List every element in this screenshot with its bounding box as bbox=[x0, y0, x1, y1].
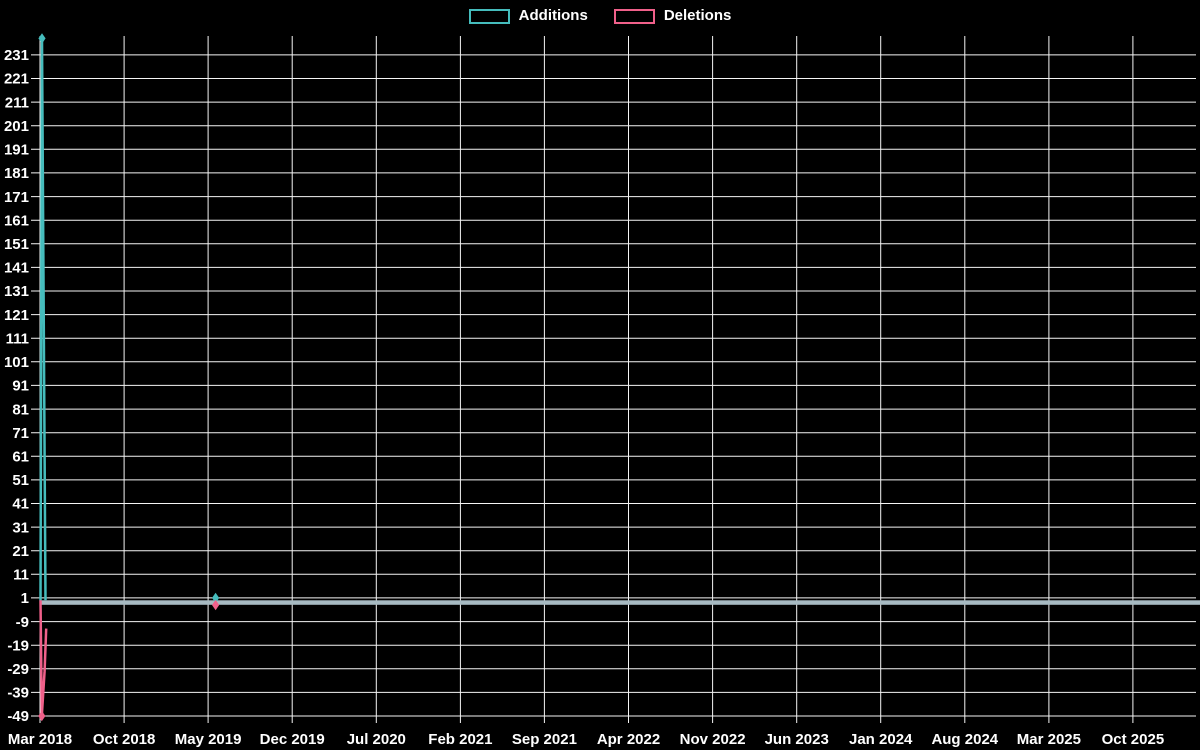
legend-label-additions: Additions bbox=[518, 7, 588, 24]
chart-legend: Additions Deletions bbox=[0, 8, 1200, 24]
data-point-marker-additions[interactable] bbox=[38, 33, 46, 44]
y-tick-label: 141 bbox=[4, 260, 29, 277]
y-tick-label: -9 bbox=[16, 614, 29, 631]
y-tick-label: 31 bbox=[12, 519, 29, 536]
x-tick-label: Dec 2019 bbox=[260, 731, 325, 748]
legend-item-deletions[interactable]: Deletions bbox=[613, 7, 732, 24]
additions-swatch-icon bbox=[468, 8, 510, 24]
x-tick-label: Nov 2022 bbox=[680, 731, 746, 748]
x-tick-label: Jan 2024 bbox=[849, 731, 913, 748]
y-tick-label: 191 bbox=[4, 142, 29, 159]
x-tick-label: Sep 2021 bbox=[512, 731, 577, 748]
x-tick-label: Feb 2021 bbox=[428, 731, 492, 748]
y-tick-label: 101 bbox=[4, 354, 29, 371]
data-point-marker-deletions[interactable] bbox=[38, 710, 46, 722]
x-tick-label: Jul 2020 bbox=[347, 731, 406, 748]
y-tick-label: 81 bbox=[12, 401, 29, 418]
y-tick-label: -39 bbox=[7, 685, 29, 702]
x-tick-label: Jun 2023 bbox=[765, 731, 829, 748]
x-tick-label: Mar 2018 bbox=[8, 731, 72, 748]
y-tick-label: 11 bbox=[13, 567, 29, 584]
y-tick-label: 61 bbox=[12, 449, 29, 466]
y-tick-label: 211 bbox=[5, 94, 29, 111]
y-tick-label: 121 bbox=[4, 307, 29, 324]
y-tick-label: 131 bbox=[4, 283, 29, 300]
y-tick-label: 161 bbox=[4, 212, 29, 229]
y-tick-label: 1 bbox=[21, 590, 29, 607]
legend-item-additions[interactable]: Additions bbox=[468, 7, 588, 24]
y-tick-label: 221 bbox=[4, 71, 29, 88]
y-tick-label: 71 bbox=[12, 425, 29, 442]
y-tick-label: 231 bbox=[4, 47, 29, 64]
y-tick-label: 21 bbox=[12, 543, 29, 560]
y-tick-label: -19 bbox=[7, 637, 29, 654]
y-tick-label: -49 bbox=[7, 708, 29, 725]
y-tick-label: 171 bbox=[4, 189, 29, 206]
y-tick-label: 111 bbox=[6, 330, 29, 347]
deletions-swatch-icon bbox=[613, 8, 655, 24]
x-tick-label: Oct 2018 bbox=[93, 731, 156, 748]
x-tick-label: May 2019 bbox=[175, 731, 242, 748]
y-tick-label: 201 bbox=[4, 118, 29, 135]
y-tick-label: -29 bbox=[7, 661, 29, 678]
x-tick-label: Aug 2024 bbox=[931, 731, 998, 748]
y-tick-label: 51 bbox=[12, 472, 29, 489]
y-tick-label: 91 bbox=[12, 378, 29, 395]
x-tick-label: Mar 2025 bbox=[1017, 731, 1081, 748]
x-tick-label: Apr 2022 bbox=[597, 731, 660, 748]
x-tick-label: Oct 2025 bbox=[1102, 731, 1165, 748]
legend-label-deletions: Deletions bbox=[663, 7, 732, 24]
data-point-marker-additions[interactable] bbox=[212, 592, 220, 604]
y-tick-label: 41 bbox=[12, 496, 29, 513]
y-tick-label: 181 bbox=[4, 165, 29, 182]
flat-zero-line bbox=[40, 600, 1200, 605]
series-line-deletions bbox=[39, 600, 48, 718]
y-tick-label: 151 bbox=[4, 236, 29, 253]
data-point-marker-deletions[interactable] bbox=[212, 599, 220, 611]
